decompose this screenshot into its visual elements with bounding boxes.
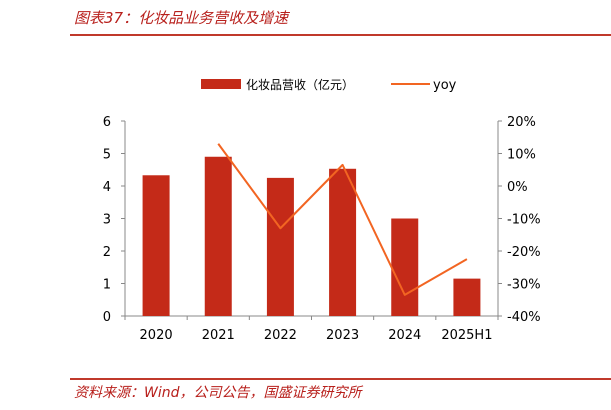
source-note: 资料来源：Wind，公司公告，国盛证券研究所 — [74, 385, 362, 401]
y-left-tick-label: 5 — [103, 148, 111, 163]
top-rule — [70, 34, 611, 36]
bar-2022 — [266, 177, 294, 316]
bar-2024 — [391, 218, 419, 316]
legend-bar-swatch — [201, 79, 241, 89]
x-tick-label: 2021 — [202, 328, 235, 343]
y-right-tick-label: 20% — [507, 115, 536, 130]
legend-line-label: yoy — [433, 78, 457, 93]
figure-title: 图表37：化妆品业务营收及增速 — [74, 9, 289, 27]
x-tick-label: 2022 — [264, 328, 297, 343]
y-right-tick-label: -20% — [507, 245, 541, 260]
y-right-tick-label: 0% — [507, 180, 528, 195]
y-right-tick-label: -30% — [507, 278, 541, 293]
y-right-tick-label: 10% — [507, 148, 536, 163]
y-left-tick-label: 1 — [103, 278, 111, 293]
y-right-tick-label: -10% — [507, 213, 541, 228]
legend-bar-label: 化妆品营收（亿元） — [246, 77, 354, 92]
legend: 化妆品营收（亿元） yoy — [201, 77, 457, 93]
axes: 0 1 2 3 4 5 6 -40% -30% -20% -10% 0% 10% 20% 2020 2021 2… — [103, 115, 541, 343]
bar-2025H1 — [453, 278, 481, 316]
bar-2023 — [329, 168, 357, 316]
bar-2020 — [142, 175, 170, 316]
y-left-tick-label: 0 — [103, 310, 111, 325]
bar-2021 — [204, 156, 232, 316]
bars — [142, 156, 481, 316]
bottom-rule — [70, 378, 611, 380]
y-left-tick-label: 4 — [103, 180, 111, 195]
yoy-line — [217, 143, 468, 296]
y-right-tick-label: -40% — [507, 310, 541, 325]
x-tick-label: 2025H1 — [441, 328, 492, 343]
y-left-tick-label: 6 — [103, 115, 111, 130]
x-tick-label: 2023 — [326, 328, 359, 343]
x-tick-label: 2020 — [140, 328, 173, 343]
y-left-tick-label: 3 — [103, 213, 111, 228]
x-tick-label: 2024 — [388, 328, 421, 343]
y-left-tick-label: 2 — [103, 245, 111, 260]
